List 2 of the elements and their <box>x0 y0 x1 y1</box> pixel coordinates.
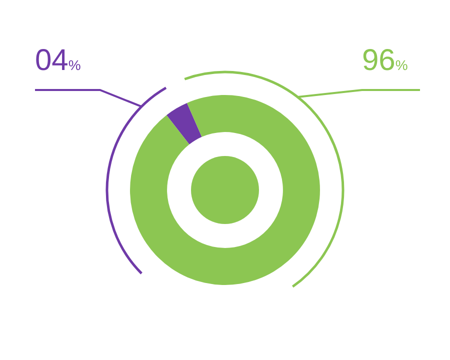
data-label: 96% <box>362 44 408 79</box>
data-label: 04% <box>35 44 81 79</box>
